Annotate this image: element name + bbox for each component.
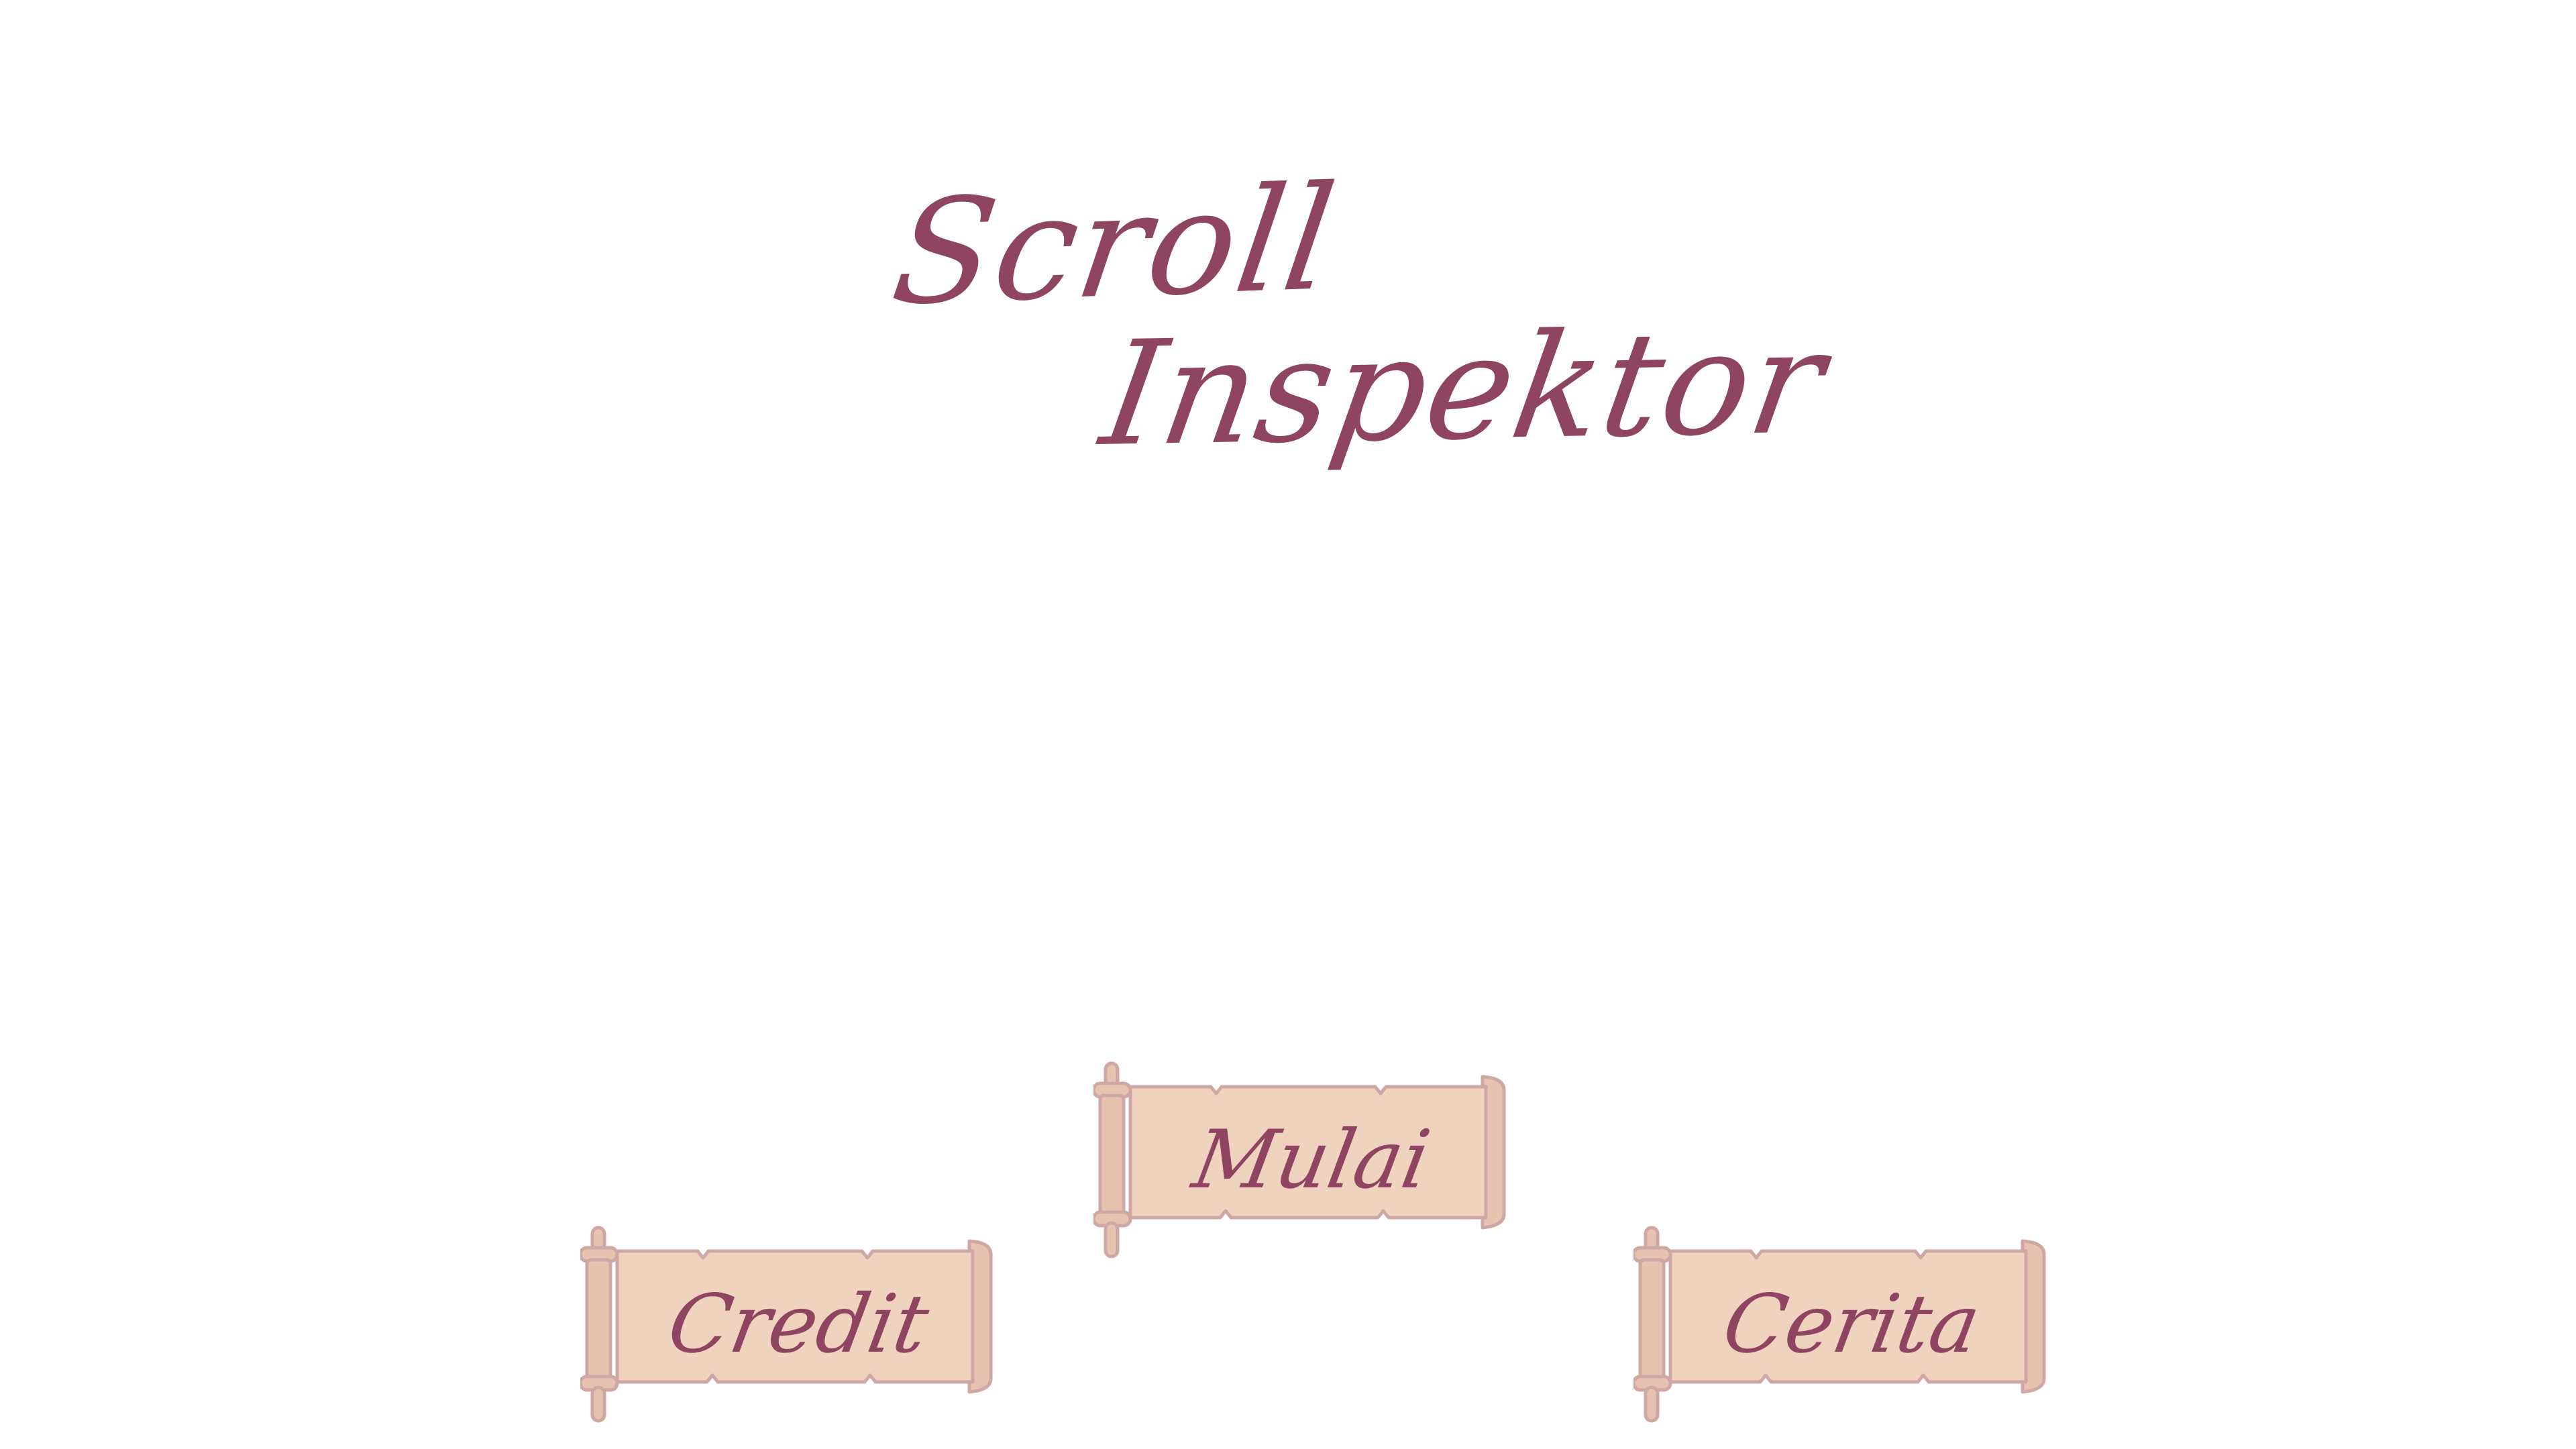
start-button[interactable]: Mulai [1093, 1043, 1509, 1265]
game-title-line-1: Scroll [883, 154, 1346, 337]
scroll-icon [1093, 1061, 1506, 1258]
game-title-line-2: Inspektor [1091, 297, 1836, 478]
story-button-label: Cerita [1716, 1278, 1987, 1371]
start-button-label: Mulai [1186, 1114, 1437, 1207]
credit-button[interactable]: Credit [580, 1208, 996, 1429]
credit-button-label: Credit [661, 1278, 936, 1371]
scroll-icon [1633, 1226, 2046, 1423]
scroll-icon [580, 1226, 993, 1423]
story-button[interactable]: Cerita [1633, 1208, 2049, 1429]
